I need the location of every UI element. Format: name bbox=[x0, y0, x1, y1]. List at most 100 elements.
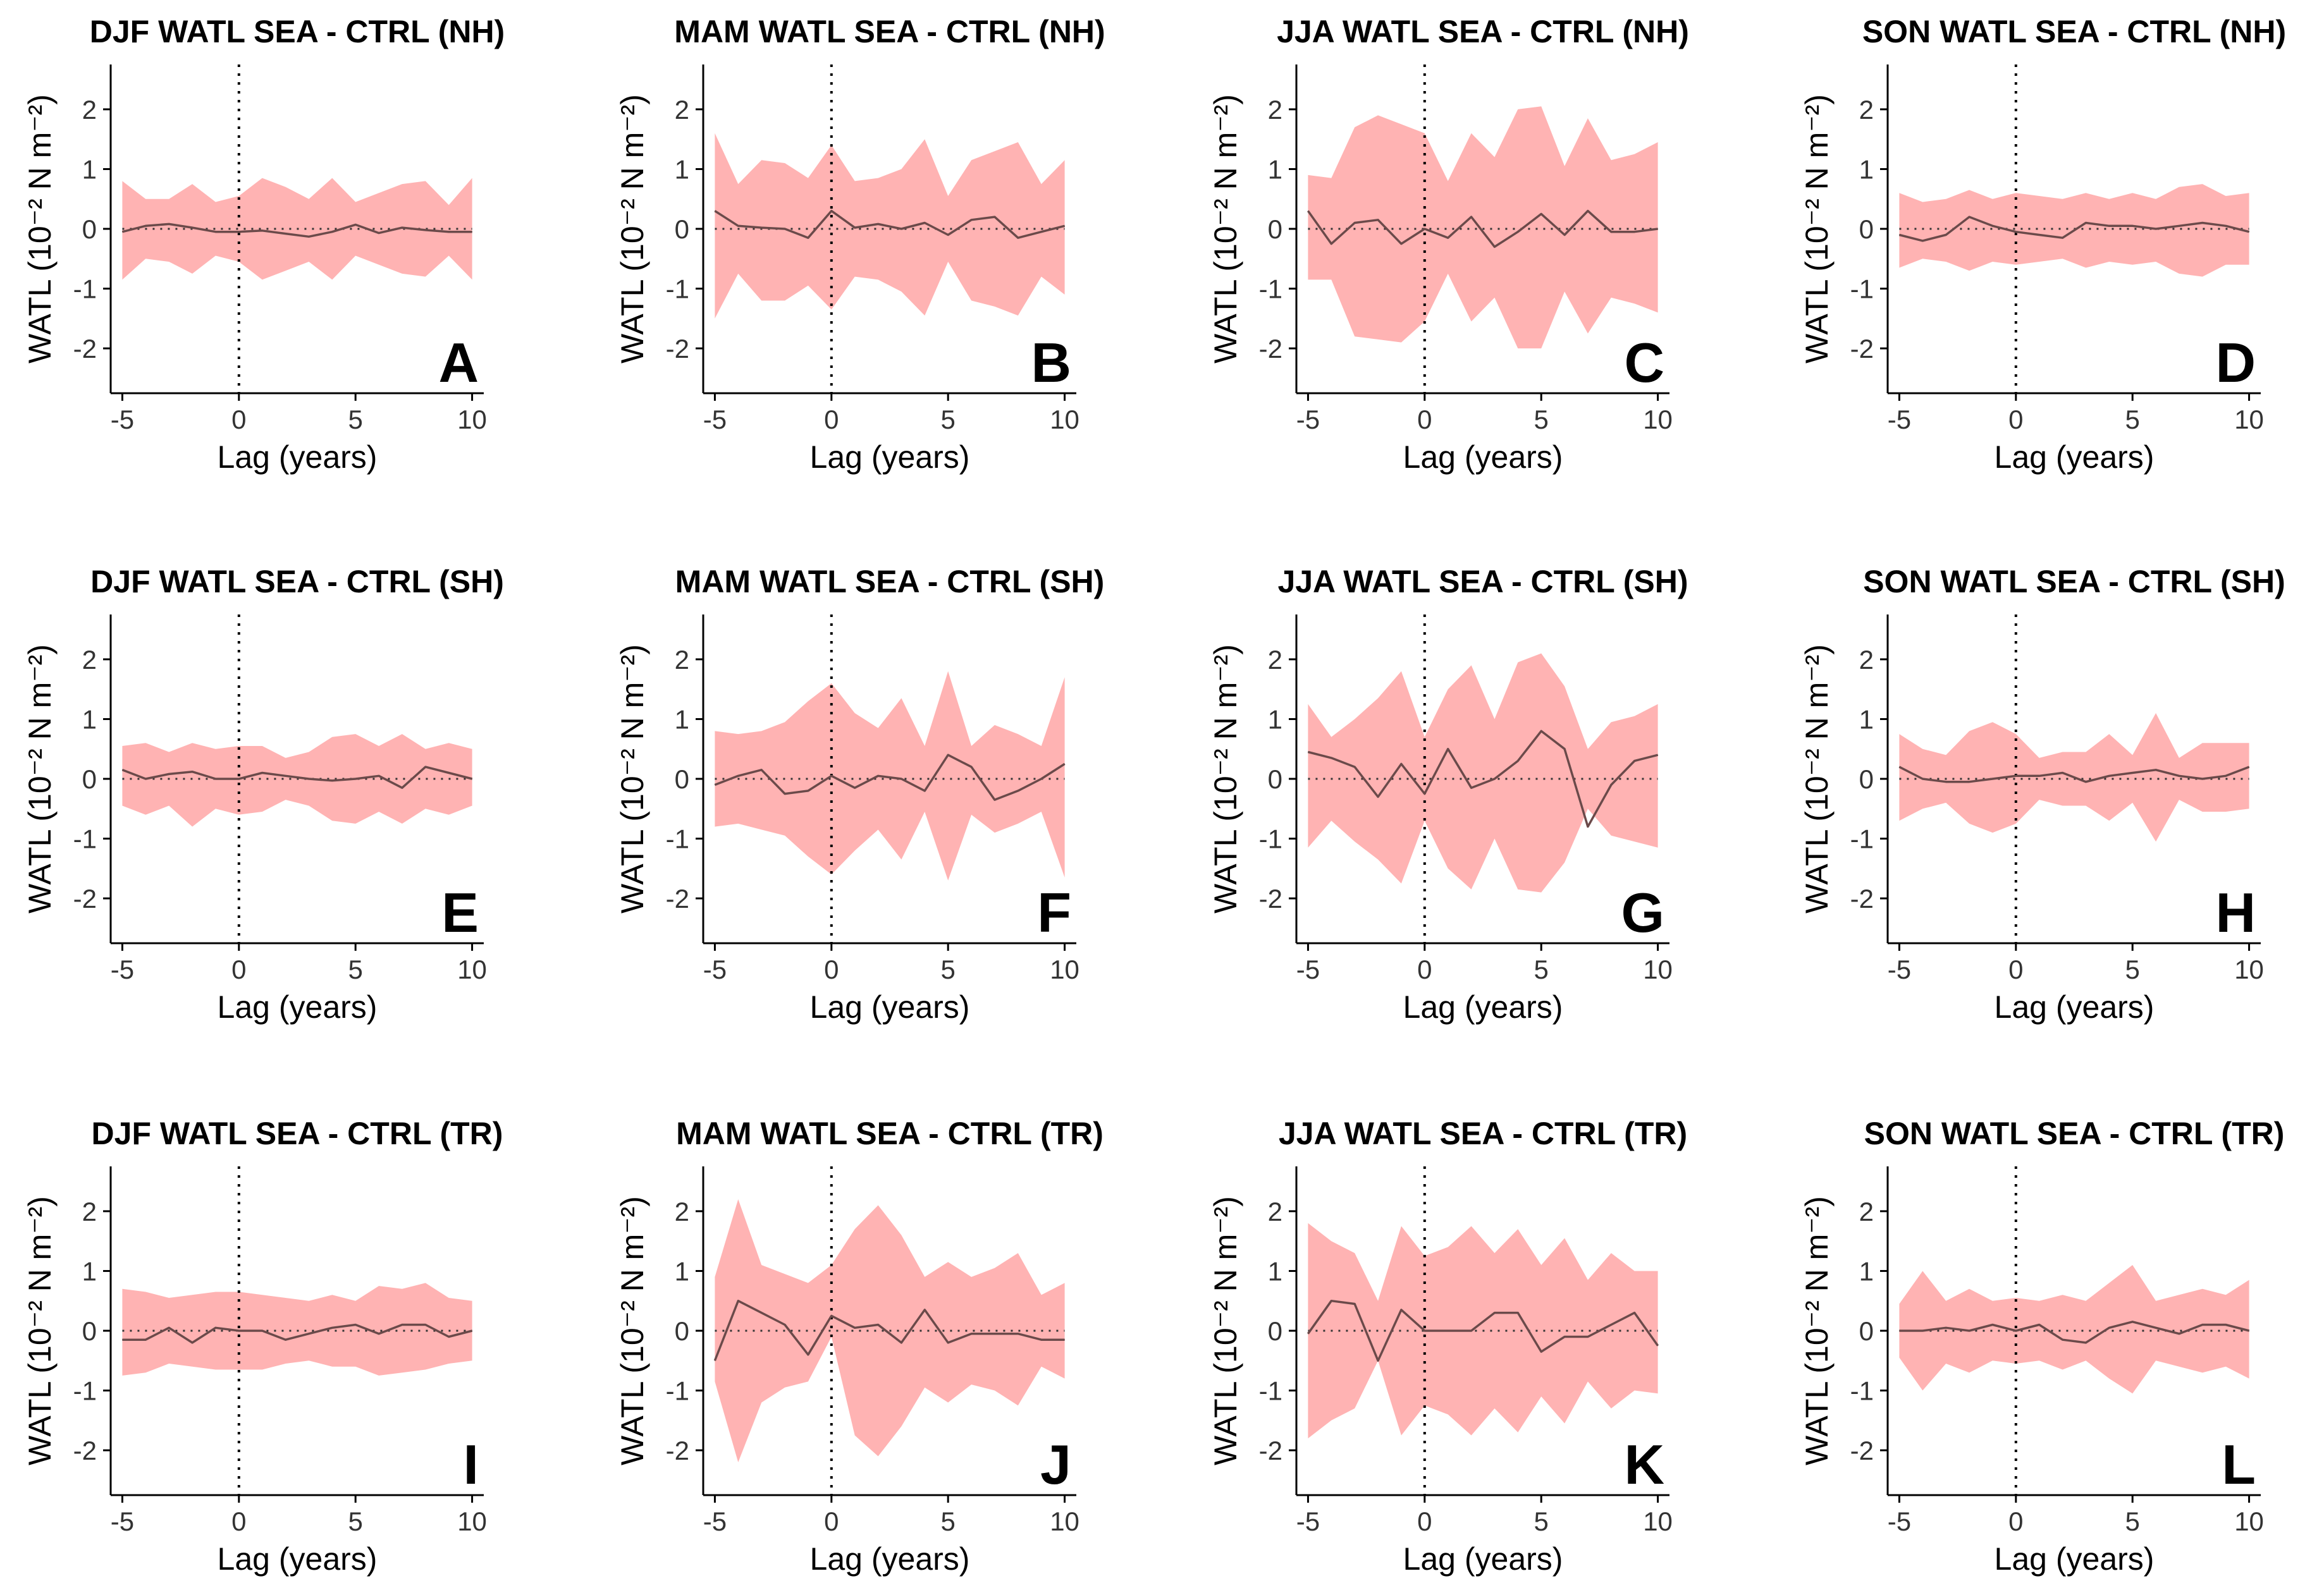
data-point bbox=[1331, 1300, 1332, 1302]
y-tick-label: 1 bbox=[675, 1256, 689, 1286]
panel-letter: G bbox=[1621, 881, 1664, 944]
x-tick-label: -5 bbox=[703, 955, 727, 984]
data-point bbox=[947, 1342, 949, 1343]
data-point bbox=[1494, 1312, 1495, 1314]
data-point bbox=[121, 769, 123, 771]
y-axis-label: WATL (10⁻² N m⁻²) bbox=[1799, 1196, 1835, 1465]
y-tick-label: -2 bbox=[666, 1436, 689, 1465]
data-point bbox=[1377, 219, 1379, 221]
panel-letter: F bbox=[1037, 881, 1071, 944]
data-point bbox=[1041, 231, 1042, 233]
x-tick-label: 0 bbox=[1417, 1506, 1432, 1536]
data-point bbox=[285, 233, 286, 235]
data-point bbox=[192, 771, 193, 773]
y-tick-label: 2 bbox=[1859, 645, 1874, 675]
x-tick-label: -5 bbox=[1888, 1506, 1911, 1536]
y-axis-label: WATL (10⁻² N m⁻²) bbox=[1208, 644, 1243, 914]
panel-letter: B bbox=[1031, 331, 1071, 394]
data-point bbox=[971, 1333, 972, 1335]
y-tick-label: 1 bbox=[1859, 154, 1874, 184]
x-axis-label: Lag (years) bbox=[1403, 989, 1563, 1025]
x-tick-label: -5 bbox=[703, 1506, 727, 1536]
x-tick-label: 5 bbox=[348, 1506, 363, 1536]
data-point bbox=[1587, 1336, 1589, 1337]
x-tick-label: -5 bbox=[1296, 405, 1320, 434]
x-tick-label: -5 bbox=[1888, 955, 1911, 984]
y-tick-label: 0 bbox=[1859, 764, 1874, 794]
x-tick-label: 5 bbox=[2125, 405, 2140, 434]
y-tick-label: -1 bbox=[1850, 274, 1874, 304]
data-point bbox=[355, 224, 356, 225]
confidence-band bbox=[122, 734, 472, 827]
x-axis-label: Lag (years) bbox=[810, 989, 970, 1025]
y-tick-label: -1 bbox=[1259, 274, 1282, 304]
data-point bbox=[1634, 231, 1635, 233]
mean-series-line bbox=[1307, 730, 1659, 828]
data-point bbox=[2132, 1321, 2133, 1323]
y-tick-label: -1 bbox=[666, 274, 689, 304]
x-tick-label: -5 bbox=[111, 1506, 134, 1536]
x-tick-label: 5 bbox=[1534, 955, 1549, 984]
panel-l: SON WATL SEA - CTRL (TR) -2 -1 0 1 2 -5 0 5 10 Lag… bbox=[1799, 1116, 2284, 1577]
data-point bbox=[971, 219, 972, 221]
y-tick-label: -2 bbox=[1259, 884, 1282, 914]
x-tick-label: 0 bbox=[2008, 405, 2023, 434]
y-tick-label: -2 bbox=[666, 884, 689, 914]
y-tick-label: 2 bbox=[82, 95, 97, 125]
panel-c: JJA WATL SEA - CTRL (NH) -2 -1 0 1 2 -5 0 5 10 Lag… bbox=[1208, 14, 1689, 475]
mean-series-line bbox=[1898, 216, 2250, 242]
data-point bbox=[761, 1312, 762, 1314]
data-point bbox=[448, 231, 450, 233]
panel-title: JJA WATL SEA - CTRL (SH) bbox=[1277, 564, 1688, 599]
data-point bbox=[2015, 231, 2017, 233]
y-tick-label: 1 bbox=[1859, 704, 1874, 734]
y-tick-label: 2 bbox=[1268, 1197, 1282, 1226]
panel-title: DJF WATL SEA - CTRL (NH) bbox=[90, 14, 505, 49]
y-tick-label: 2 bbox=[1859, 95, 1874, 125]
panel-title: MAM WATL SEA - CTRL (TR) bbox=[676, 1116, 1104, 1151]
y-tick-label: -1 bbox=[73, 1376, 97, 1406]
panel-letter: K bbox=[1624, 1433, 1664, 1496]
y-axis-label: WATL (10⁻² N m⁻²) bbox=[1799, 94, 1835, 364]
x-axis-label: Lag (years) bbox=[1995, 989, 2155, 1025]
mean-series-line bbox=[121, 223, 472, 238]
y-tick-label: 2 bbox=[675, 95, 689, 125]
y-tick-label: 0 bbox=[82, 764, 97, 794]
data-point bbox=[1377, 1360, 1379, 1361]
x-tick-label: 0 bbox=[824, 955, 839, 984]
mean-series-line bbox=[1306, 209, 1658, 248]
panel-title: DJF WATL SEA - CTRL (SH) bbox=[90, 564, 504, 599]
x-tick-label: 10 bbox=[1050, 955, 1079, 984]
y-tick-label: -1 bbox=[1259, 1376, 1282, 1406]
data-point bbox=[994, 1333, 995, 1335]
panel-title: MAM WATL SEA - CTRL (SH) bbox=[675, 564, 1105, 599]
x-tick-label: 10 bbox=[457, 405, 487, 434]
y-tick-label: 0 bbox=[675, 764, 689, 794]
data-point bbox=[1331, 757, 1332, 759]
x-tick-label: -5 bbox=[1296, 1506, 1320, 1536]
panel-title: SON WATL SEA - CTRL (NH) bbox=[1862, 14, 2286, 49]
x-tick-label: 0 bbox=[231, 955, 246, 984]
y-tick-label: 2 bbox=[82, 1197, 97, 1226]
data-point bbox=[425, 229, 426, 231]
mean-series-line bbox=[122, 1323, 473, 1344]
panel-j: MAM WATL SEA - CTRL (TR) -2 -1 0 1 2 -5 0 5 10 Lag… bbox=[615, 1116, 1104, 1577]
data-point bbox=[331, 780, 333, 781]
data-point bbox=[1657, 1345, 1659, 1347]
y-tick-label: -2 bbox=[1850, 884, 1874, 914]
data-point bbox=[331, 231, 333, 233]
mean-series-line bbox=[1898, 766, 2250, 783]
y-tick-label: 2 bbox=[1859, 1197, 1874, 1226]
y-tick-label: 0 bbox=[675, 1316, 689, 1346]
panel-letter: L bbox=[2222, 1433, 2256, 1496]
data-point bbox=[2202, 1324, 2203, 1325]
data-point bbox=[121, 231, 123, 233]
y-tick-label: 2 bbox=[82, 645, 97, 675]
x-tick-label: 0 bbox=[1417, 955, 1432, 984]
panel-title: MAM WATL SEA - CTRL (NH) bbox=[674, 14, 1105, 49]
data-point bbox=[1992, 1324, 1993, 1325]
x-tick-label: 10 bbox=[457, 955, 487, 984]
panel-letter: I bbox=[464, 1433, 479, 1496]
data-point bbox=[737, 1300, 739, 1302]
x-tick-label: 5 bbox=[1534, 405, 1549, 434]
